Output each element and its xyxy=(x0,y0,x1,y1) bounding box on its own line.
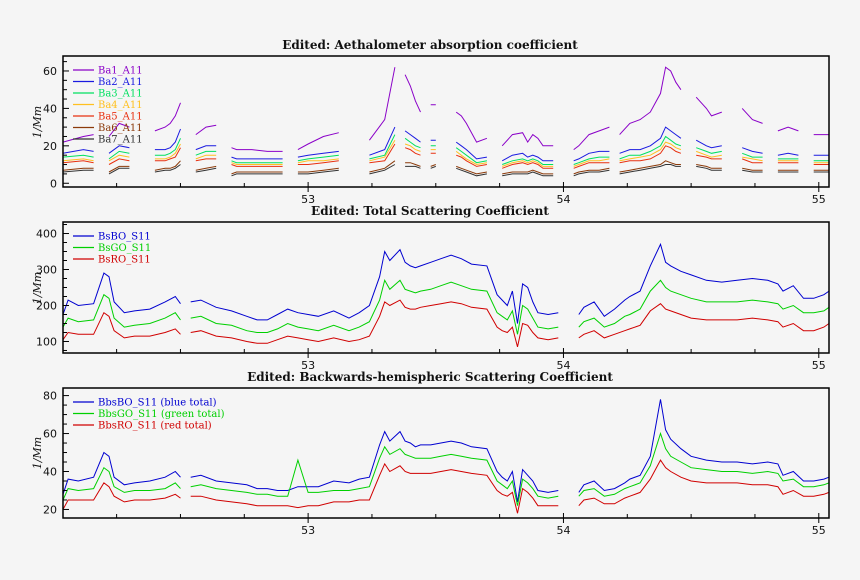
plot-frame xyxy=(62,55,830,188)
series-line-ba4_a11 xyxy=(62,139,829,167)
series-line-bbsbo_s11 xyxy=(62,399,830,502)
y-axis: 20 40 60 80 xyxy=(43,390,69,516)
y-tick-label: 60 xyxy=(43,65,57,78)
plot-frame xyxy=(62,221,830,354)
legend-label: BsRO_S11 xyxy=(98,255,151,266)
y-axis-label: 1/Mm xyxy=(31,106,44,138)
series-line-bsbo_s11 xyxy=(62,242,830,324)
x-tick-label: 53 xyxy=(301,359,315,372)
legend-label: Ba5_A11 xyxy=(98,112,143,123)
series-line-ba1_a11 xyxy=(62,66,829,152)
legend-label: Ba6_A11 xyxy=(98,123,143,134)
y-axis-label: 1/Mm xyxy=(31,272,44,304)
x-axis: 53 54 55 xyxy=(116,182,826,206)
x-tick-label: 55 xyxy=(812,524,826,537)
y-tick-label: 300 xyxy=(36,264,57,277)
y-tick-label: 400 xyxy=(36,228,57,241)
panel-backscattering: Edited: Backwards-hemispheric Scattering… xyxy=(31,370,830,537)
series-line-ba3_a11 xyxy=(62,134,829,165)
series-line-bbsro_s11 xyxy=(62,459,830,514)
series-line-ba7_a11 xyxy=(62,164,829,177)
legend-label: Ba4_A11 xyxy=(98,100,143,111)
series-line-bsgo_s11 xyxy=(62,278,830,335)
chart-title: Edited: Aethalometer absorption coeffici… xyxy=(282,38,578,52)
legend-label: BsBO_S11 xyxy=(98,232,151,243)
series-line-ba5_a11 xyxy=(62,143,829,169)
y-tick-label: 20 xyxy=(43,140,57,153)
legend: Ba1_A11Ba2_A11Ba3_A11Ba4_A11Ba5_A11Ba6_A… xyxy=(73,66,143,146)
x-tick-label: 54 xyxy=(556,524,570,537)
plot-area xyxy=(62,399,830,514)
panel-absorption: Edited: Aethalometer absorption coeffici… xyxy=(31,38,830,206)
chart-title: Edited: Total Scattering Coefficient xyxy=(311,204,549,218)
legend-label: BbsGO_S11 (green total) xyxy=(98,409,225,420)
series-line-bbsgo_s11 xyxy=(62,431,830,506)
y-tick-label: 0 xyxy=(50,177,57,190)
legend-label: Ba7_A11 xyxy=(98,135,143,146)
x-tick-label: 53 xyxy=(301,193,315,206)
x-tick-label: 55 xyxy=(812,193,826,206)
legend-label: Ba1_A11 xyxy=(98,66,143,77)
y-axis: 100 200 300 400 xyxy=(36,224,69,351)
plot-area xyxy=(62,66,829,177)
y-tick-label: 100 xyxy=(36,335,57,348)
legend-label: Ba2_A11 xyxy=(98,77,143,88)
chart-title: Edited: Backwards-hemispheric Scattering… xyxy=(247,370,613,384)
plot-area xyxy=(62,242,830,348)
series-line-bsro_s11 xyxy=(62,299,830,348)
y-axis-label: 1/Mm xyxy=(31,437,44,469)
x-tick-label: 55 xyxy=(812,359,826,372)
x-tick-label: 53 xyxy=(301,524,315,537)
y-axis: 0 20 40 60 xyxy=(43,61,69,190)
y-tick-label: 20 xyxy=(43,503,57,516)
x-axis: 53 54 55 xyxy=(116,348,826,372)
y-tick-label: 60 xyxy=(43,428,57,441)
x-tick-label: 54 xyxy=(556,359,570,372)
series-line-ba2_a11 xyxy=(62,126,829,162)
y-tick-label: 80 xyxy=(43,390,57,403)
y-tick-label: 40 xyxy=(43,466,57,479)
legend-label: Ba3_A11 xyxy=(98,89,143,100)
legend-label: BbsRO_S11 (red total) xyxy=(98,421,212,432)
legend-label: BbsBO_S11 (blue total) xyxy=(98,398,217,409)
panel-total-scattering: Edited: Total Scattering Coefficient 1/M… xyxy=(31,204,830,372)
x-tick-label: 54 xyxy=(556,193,570,206)
series-line-ba6_a11 xyxy=(62,160,829,175)
legend: BbsBO_S11 (blue total)BbsGO_S11 (green t… xyxy=(73,398,225,432)
legend-label: BsGO_S11 xyxy=(98,243,151,254)
x-axis: 53 54 55 xyxy=(116,513,826,537)
y-tick-label: 40 xyxy=(43,102,57,115)
y-tick-label: 200 xyxy=(36,299,57,312)
